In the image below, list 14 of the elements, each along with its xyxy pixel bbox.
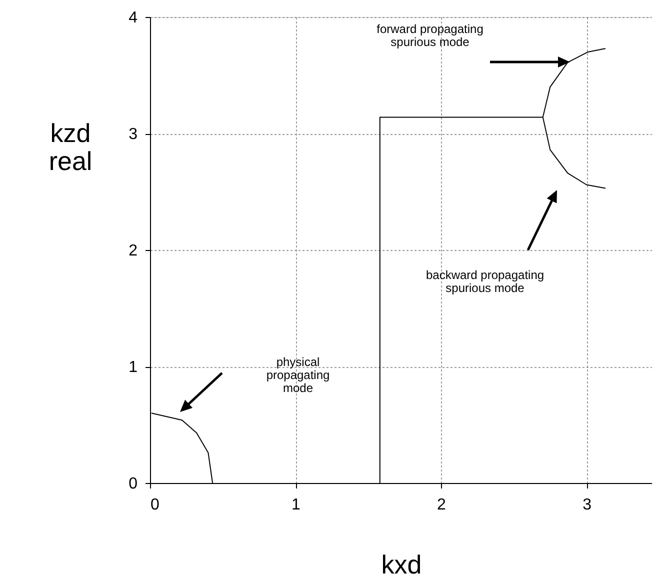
- y-tick-label: 0: [128, 476, 138, 492]
- annotation: physical propagating mode: [266, 355, 330, 395]
- y-tick-label: 1: [128, 359, 138, 376]
- y-tick-label: 2: [128, 242, 138, 260]
- x-tick-label: 0: [150, 496, 160, 514]
- x-axis-title: kxd: [381, 550, 422, 580]
- x-tick-label: 3: [582, 496, 592, 514]
- y-tick-label: 3: [128, 126, 138, 143]
- x-tick-label: 2: [437, 496, 446, 514]
- annotation: backward propagating spurious mode: [426, 268, 544, 295]
- y-tick-label: 4: [128, 10, 138, 26]
- x-tick-label: 1: [292, 496, 301, 514]
- annotation: forward propagating spurious mode: [376, 22, 484, 49]
- y-axis-title: kzd real: [48, 118, 92, 176]
